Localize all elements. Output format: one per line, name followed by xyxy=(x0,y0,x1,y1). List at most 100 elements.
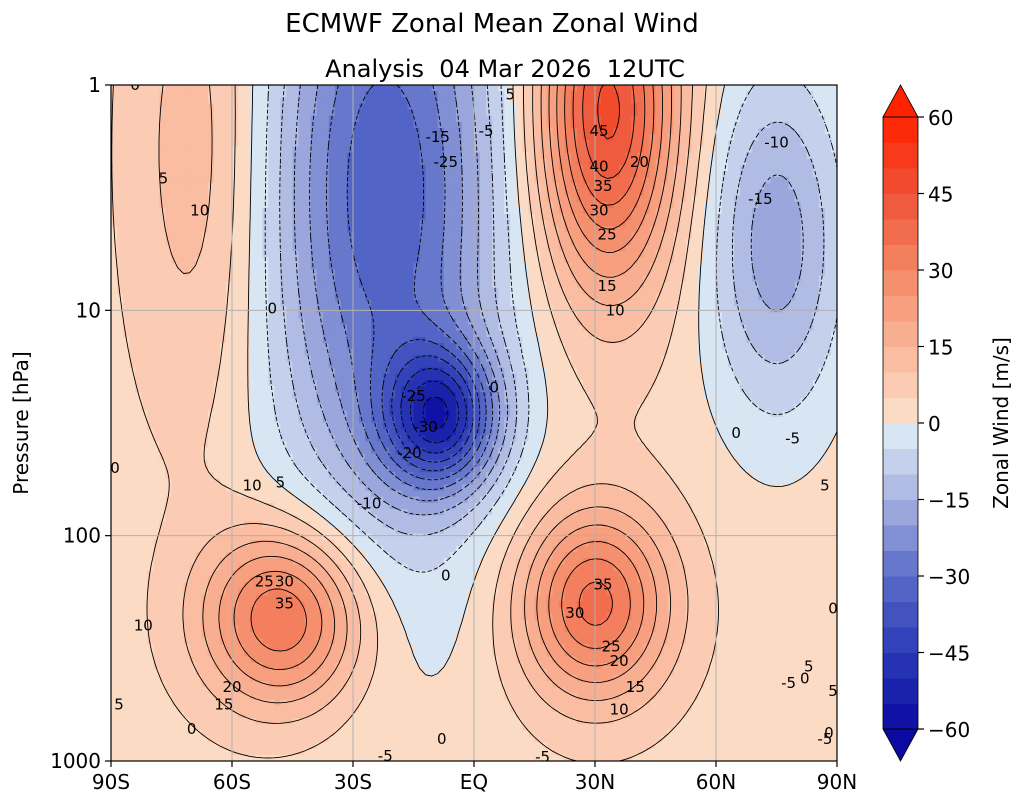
field-cell xyxy=(250,220,257,227)
field-cell xyxy=(486,171,493,178)
field-cell xyxy=(383,269,390,277)
field-cell xyxy=(522,103,530,111)
field-cell xyxy=(734,250,741,258)
field-cell xyxy=(498,257,505,264)
field-cell xyxy=(177,91,185,98)
field-cell xyxy=(631,300,638,307)
field-cell xyxy=(111,109,118,117)
field-cell xyxy=(613,306,620,313)
field-cell xyxy=(800,269,808,277)
field-cell xyxy=(504,171,511,178)
field-cell xyxy=(722,263,729,270)
field-cell xyxy=(135,263,142,270)
field-cell xyxy=(201,232,209,240)
field-cell xyxy=(449,312,457,320)
field-cell xyxy=(365,152,372,160)
field-cell xyxy=(340,275,348,283)
field-cell xyxy=(709,85,717,92)
field-cell xyxy=(413,146,421,154)
field-cell xyxy=(141,275,148,283)
field-cell xyxy=(685,257,693,264)
field-cell xyxy=(655,275,663,283)
field-cell xyxy=(159,269,167,277)
field-cell xyxy=(516,214,523,221)
field-cell xyxy=(703,85,711,92)
field-cell xyxy=(764,103,772,111)
field-cell xyxy=(486,226,493,234)
field-cell xyxy=(111,140,118,148)
field-cell xyxy=(280,97,288,105)
field-cell xyxy=(510,220,517,227)
field-cell xyxy=(111,324,118,332)
field-cell xyxy=(824,189,832,197)
field-cell xyxy=(213,128,221,135)
field-cell xyxy=(328,158,336,166)
field-cell xyxy=(752,269,759,277)
field-cell xyxy=(201,85,209,92)
field-cell xyxy=(613,214,620,221)
field-cell xyxy=(437,152,445,160)
field-cell xyxy=(346,269,354,277)
field-cell xyxy=(256,306,263,313)
field-cell xyxy=(467,183,475,191)
field-cell xyxy=(516,269,523,277)
field-cell xyxy=(183,146,191,154)
field-cell xyxy=(764,171,772,178)
field-cell xyxy=(722,312,729,320)
field-cell xyxy=(395,281,402,289)
field-cell xyxy=(734,214,741,221)
field-cell xyxy=(709,164,717,172)
field-cell xyxy=(800,275,808,283)
field-cell xyxy=(492,312,499,320)
field-cell xyxy=(250,312,257,320)
field-cell xyxy=(195,318,203,326)
field-cell xyxy=(637,158,644,166)
field-cell xyxy=(286,183,294,191)
field-cell xyxy=(359,318,366,326)
field-cell xyxy=(546,336,554,344)
field-cell xyxy=(117,306,124,313)
field-cell xyxy=(244,263,251,270)
field-cell xyxy=(570,134,578,141)
field-cell xyxy=(292,318,300,326)
field-cell xyxy=(286,134,294,141)
field-cell xyxy=(274,195,281,203)
field-cell xyxy=(340,281,348,289)
field-cell xyxy=(673,324,681,332)
field-cell xyxy=(770,189,778,197)
field-cell xyxy=(310,244,318,252)
field-cell xyxy=(280,275,288,283)
field-cell xyxy=(244,281,251,289)
field-cell xyxy=(709,300,717,307)
field-cell xyxy=(298,214,306,221)
field-cell xyxy=(673,214,681,221)
field-cell xyxy=(232,300,239,307)
field-cell xyxy=(595,134,602,141)
field-cell xyxy=(274,146,281,154)
field-cell xyxy=(649,263,657,270)
field-cell xyxy=(812,250,820,258)
field-cell xyxy=(413,220,421,227)
field-cell xyxy=(340,330,348,338)
field-cell xyxy=(522,201,530,209)
field-cell xyxy=(461,207,469,215)
field-cell xyxy=(359,134,366,141)
field-cell xyxy=(177,177,185,184)
field-cell xyxy=(830,324,837,332)
field-cell xyxy=(153,115,160,123)
field-cell xyxy=(353,171,360,178)
field-cell xyxy=(794,128,802,135)
field-cell xyxy=(147,232,154,240)
field-cell xyxy=(304,146,312,154)
field-cell xyxy=(595,183,602,191)
field-cell xyxy=(691,158,699,166)
field-cell xyxy=(238,164,245,172)
field-cell xyxy=(268,250,275,258)
field-cell xyxy=(752,330,759,338)
field-cell xyxy=(703,269,711,277)
field-cell xyxy=(552,207,560,215)
field-cell xyxy=(304,226,312,234)
field-cell xyxy=(443,177,451,184)
field-cell xyxy=(703,171,711,178)
field-cell xyxy=(800,183,808,191)
